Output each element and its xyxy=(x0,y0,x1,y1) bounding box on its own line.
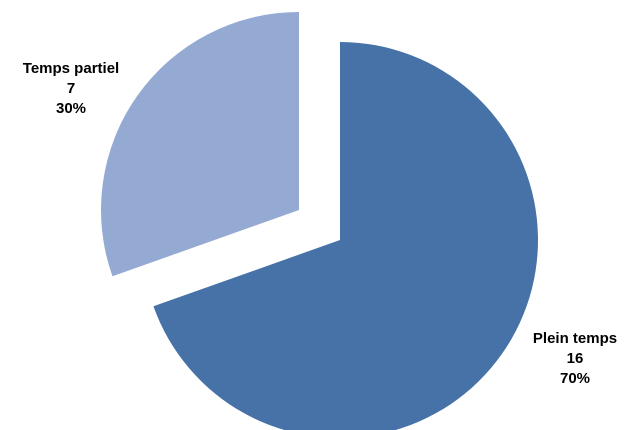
data-label-plein-temps: Plein temps 16 70% xyxy=(533,330,617,387)
data-label-temps-partiel: Temps partiel 7 30% xyxy=(23,60,119,117)
pie-slice-temps-partiel xyxy=(100,12,299,277)
pie-slice-plein-temps xyxy=(153,42,538,430)
